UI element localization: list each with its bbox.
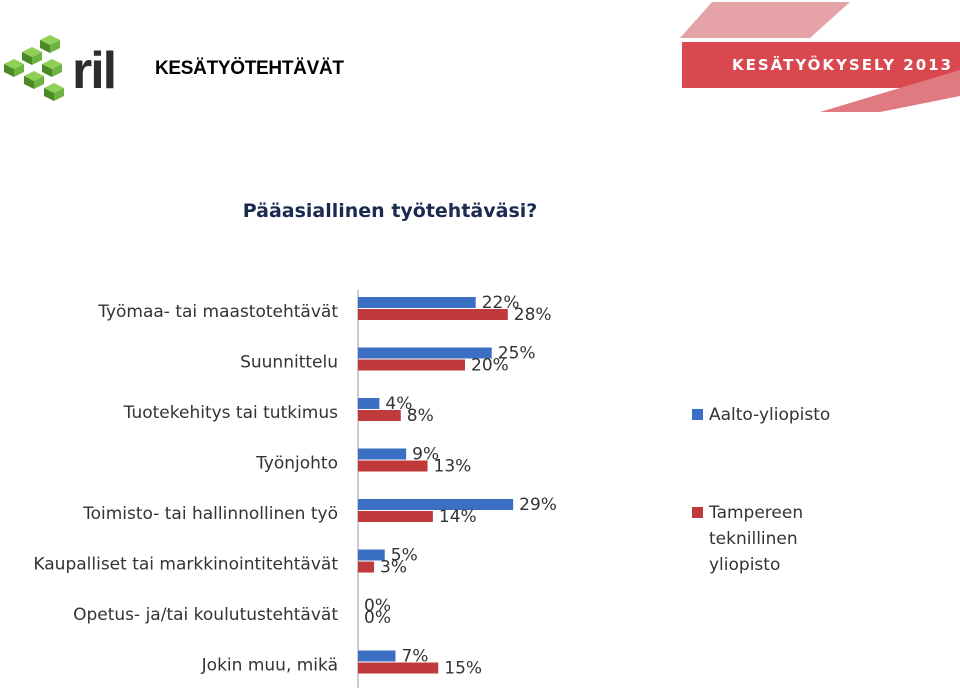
legend-label: teknillinen (709, 529, 798, 549)
bar-tty (358, 359, 465, 371)
legend-swatch (692, 507, 703, 518)
legend-label: yliopisto (709, 555, 780, 575)
data-label: 7% (401, 647, 428, 667)
bar-tty (358, 410, 401, 421)
bar-tty (358, 460, 428, 472)
data-label: 14% (439, 507, 477, 527)
legend-swatch (692, 409, 703, 420)
banner-text: KESÄTYÖKYSELY 2013 (732, 56, 954, 74)
bar-aalto (358, 398, 380, 409)
bar-tty (358, 662, 439, 674)
data-label: 0% (364, 596, 391, 616)
page-title: KESÄTYÖTEHTÄVÄT (155, 58, 344, 79)
data-label: 9% (412, 445, 439, 465)
survey-banner (680, 2, 960, 112)
category-label: Jokin muu, mikä (201, 656, 338, 676)
bar-tty (358, 561, 375, 573)
data-label: 25% (498, 344, 536, 364)
logo-cubes-icon (4, 35, 64, 101)
chart-title: Pääasiallinen työtehtäväsi? (242, 200, 538, 222)
category-label: Kaupalliset tai markkinointitehtävät (33, 555, 338, 575)
category-label: Tuotekehitys tai tutkimus (123, 403, 339, 423)
legend-label: Aalto-yliopisto (709, 405, 830, 425)
category-label: Toimisto- tai hallinnollinen työ (82, 504, 338, 524)
data-label: 22% (482, 293, 520, 313)
bar-aalto (358, 549, 385, 561)
data-label: 28% (514, 305, 552, 325)
bar-aalto (358, 297, 476, 308)
bar-tty (358, 511, 433, 522)
data-label: 8% (407, 406, 434, 426)
category-label: Suunnittelu (240, 353, 338, 373)
category-label: Työmaa- tai maastotehtävät (97, 302, 338, 322)
data-label: 15% (444, 659, 482, 679)
bar-aalto (358, 499, 514, 510)
category-label: Työnjohto (255, 454, 338, 474)
bar-aalto (358, 448, 407, 460)
ril-logo: ril (4, 35, 117, 101)
category-label: Opetus- ja/tai koulutustehtävät (73, 605, 338, 625)
legend-label: Tampereen (708, 503, 803, 523)
bar-tty (358, 309, 508, 320)
data-label: 29% (519, 495, 557, 515)
data-label: 5% (391, 546, 418, 566)
bar-aalto (358, 347, 492, 359)
data-label: 3% (380, 558, 407, 578)
data-label: 4% (385, 394, 412, 414)
logo-text: ril (72, 42, 115, 100)
data-label: 0% (364, 608, 391, 628)
data-label: 20% (471, 356, 509, 376)
bar-aalto (358, 650, 396, 662)
data-label: 13% (434, 457, 472, 477)
